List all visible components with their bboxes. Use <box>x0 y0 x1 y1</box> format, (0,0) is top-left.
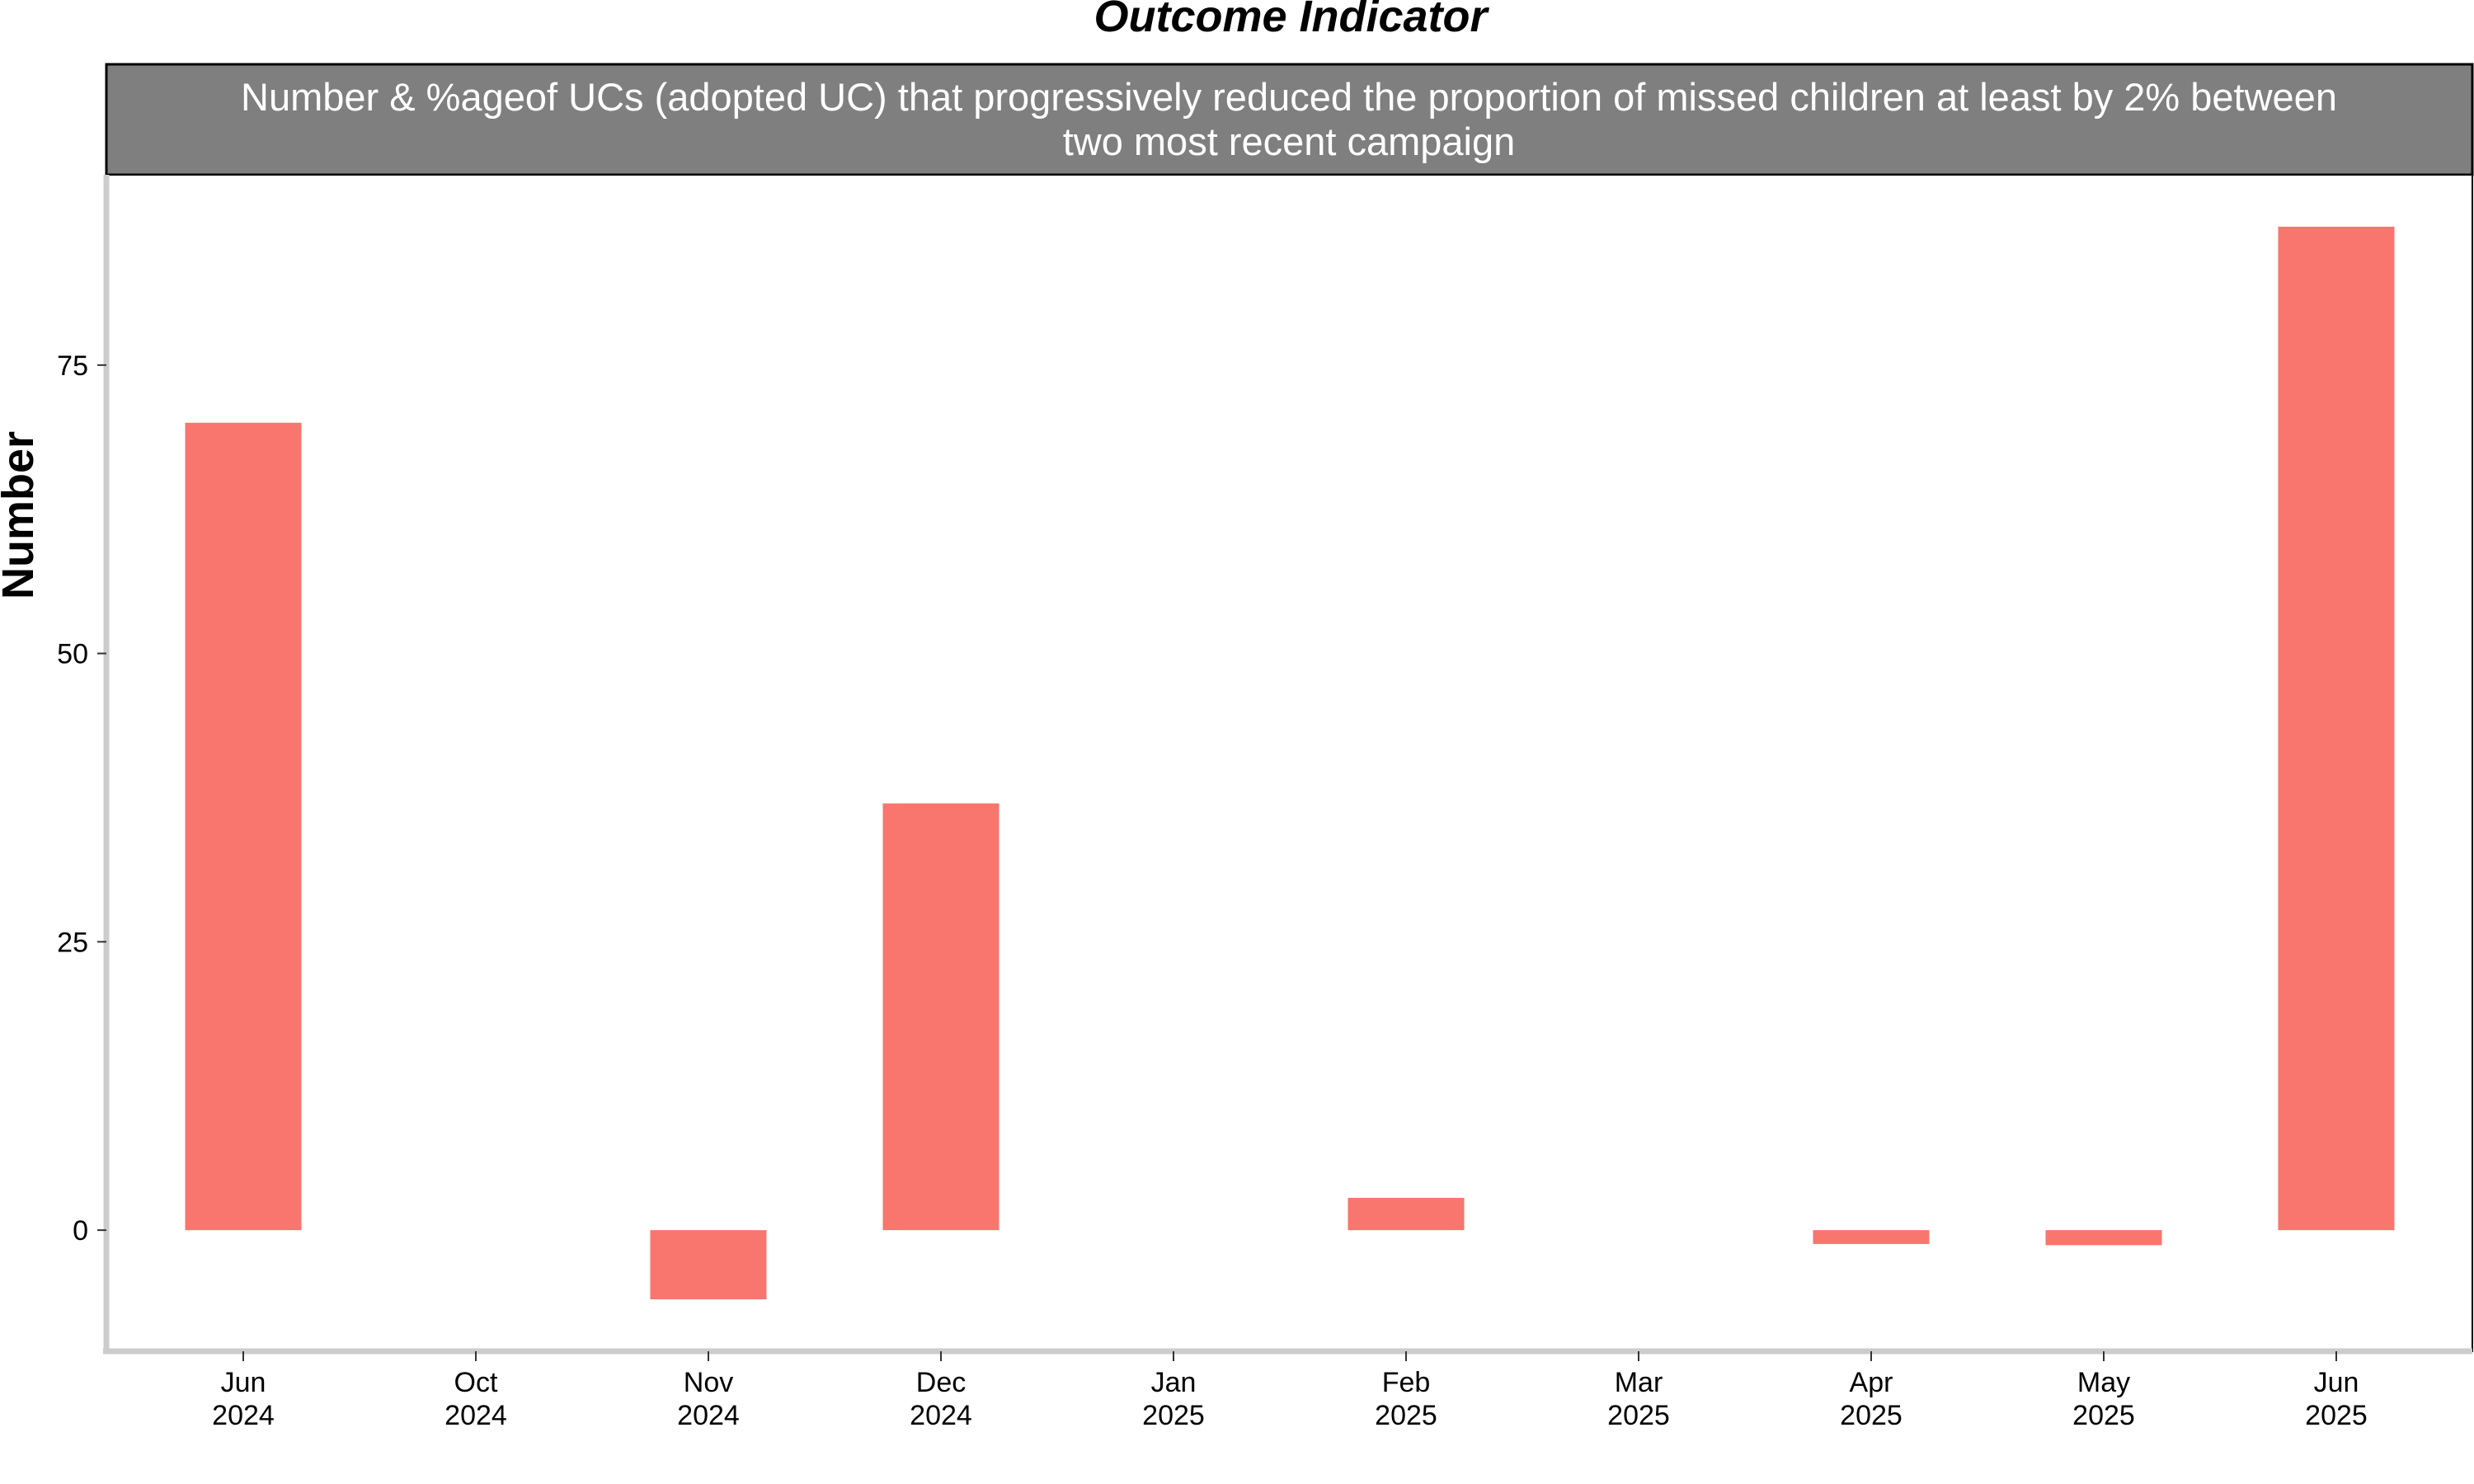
x-tick-label-2024-10: Oct 2024 <box>444 1367 507 1431</box>
x-tick-label-2025-03: Mar 2025 <box>1607 1367 1670 1431</box>
x-tick-label-2025-04: Apr 2025 <box>1840 1367 1903 1431</box>
bar-2025-02 <box>1348 1197 1465 1231</box>
bar-2024-11 <box>650 1230 767 1300</box>
y-tick-label: 0 <box>73 1215 88 1247</box>
bar-2024-12 <box>882 803 999 1231</box>
x-tick-label-2025-02: Feb 2025 <box>1375 1367 1437 1431</box>
x-tick-label-2025-01: Jan 2025 <box>1142 1367 1205 1431</box>
bar-series <box>185 226 2395 1300</box>
facet-strip-line-1: Number & %ageof UCs (adopted UC) that pr… <box>241 75 2337 119</box>
y-axis-label: Number <box>0 431 43 599</box>
y-tick-label: 25 <box>57 927 88 958</box>
x-tick-label-2024-11: Nov 2024 <box>677 1367 740 1431</box>
y-tick-label: 75 <box>57 350 88 382</box>
bar-2025-06 <box>2278 226 2395 1231</box>
facet-strip-line-2: two most recent campaign <box>1063 120 1516 163</box>
plot-panel <box>106 174 2473 1352</box>
x-axis-ticks: Jun 2024 Oct 2024 Nov 2024 Dec 2024 Jan 2025 Feb 20… <box>212 1351 2368 1431</box>
x-tick-label-2025-06: Jun 2025 <box>2305 1367 2368 1431</box>
y-axis-ticks: 0 25 50 75 <box>57 350 106 1247</box>
facet-strip <box>105 63 2474 176</box>
x-tick-label-2024-12: Dec 2024 <box>910 1367 972 1431</box>
bar-2024-06 <box>185 422 302 1231</box>
bar-2025-05 <box>2045 1230 2162 1246</box>
x-tick-label-2025-05: May 2025 <box>2072 1367 2135 1431</box>
bar-2025-04 <box>1813 1230 1930 1244</box>
x-tick-label-2024-06: Jun 2024 <box>212 1367 275 1431</box>
y-tick-label: 50 <box>57 639 88 670</box>
chart-title: Outcome Indicator <box>1094 0 1489 41</box>
